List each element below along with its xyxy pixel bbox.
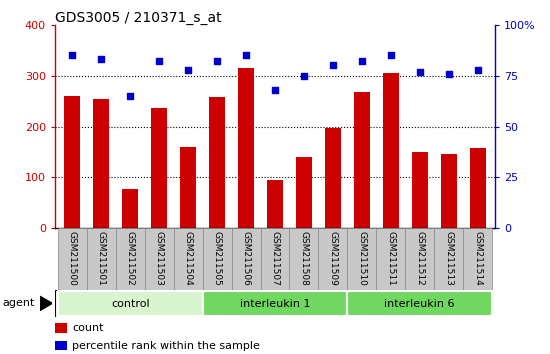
Bar — [296, 157, 312, 228]
Point — [126, 93, 135, 99]
Bar — [116, 228, 145, 290]
Point — [213, 58, 222, 64]
Bar — [64, 96, 80, 228]
Text: GSM211509: GSM211509 — [328, 232, 337, 286]
Text: GSM211501: GSM211501 — [97, 232, 106, 286]
Text: GSM211500: GSM211500 — [68, 232, 77, 286]
Bar — [325, 128, 341, 228]
Bar — [383, 73, 399, 228]
Bar — [209, 97, 225, 228]
Bar — [122, 189, 138, 228]
Point — [184, 67, 192, 73]
Bar — [405, 228, 434, 290]
Text: GSM211513: GSM211513 — [444, 232, 453, 286]
Text: GSM211508: GSM211508 — [299, 232, 309, 286]
Text: GSM211510: GSM211510 — [358, 232, 366, 286]
Text: interleukin 6: interleukin 6 — [384, 298, 455, 309]
Bar — [441, 154, 456, 228]
Bar — [318, 228, 348, 290]
Bar — [55, 323, 67, 333]
Bar — [267, 180, 283, 228]
Text: control: control — [111, 298, 150, 309]
Bar — [238, 68, 254, 228]
Text: GSM211512: GSM211512 — [415, 232, 424, 286]
Bar — [145, 228, 174, 290]
Text: GSM211511: GSM211511 — [386, 232, 395, 286]
Point — [444, 71, 453, 76]
Point — [241, 52, 250, 58]
Point — [97, 57, 106, 62]
Point — [300, 73, 309, 79]
Point — [271, 87, 279, 93]
Bar — [180, 147, 196, 228]
Bar — [151, 108, 167, 228]
Text: GSM211507: GSM211507 — [271, 232, 279, 286]
Text: GDS3005 / 210371_s_at: GDS3005 / 210371_s_at — [55, 11, 222, 25]
Text: interleukin 1: interleukin 1 — [240, 298, 310, 309]
Text: GSM211505: GSM211505 — [213, 232, 222, 286]
Bar — [434, 228, 463, 290]
Bar — [470, 148, 486, 228]
Bar — [348, 228, 376, 290]
Text: GSM211506: GSM211506 — [241, 232, 251, 286]
Bar — [348, 291, 492, 316]
Bar — [376, 228, 405, 290]
Point — [387, 52, 395, 58]
Bar — [58, 228, 87, 290]
Bar — [289, 228, 318, 290]
Text: GSM211502: GSM211502 — [126, 232, 135, 286]
Point — [328, 63, 337, 68]
Bar — [55, 341, 67, 350]
Text: GSM211503: GSM211503 — [155, 232, 164, 286]
Bar — [463, 228, 492, 290]
Text: agent: agent — [3, 298, 35, 308]
Bar — [94, 99, 109, 228]
Polygon shape — [40, 296, 52, 310]
Bar — [261, 228, 289, 290]
Bar — [412, 152, 428, 228]
Point — [358, 58, 366, 64]
Point — [473, 67, 482, 73]
Text: count: count — [72, 323, 104, 333]
Bar — [232, 228, 261, 290]
Bar — [202, 228, 232, 290]
Bar — [58, 291, 202, 316]
Bar — [354, 92, 370, 228]
Point — [155, 58, 163, 64]
Text: percentile rank within the sample: percentile rank within the sample — [72, 341, 260, 350]
Text: GSM211514: GSM211514 — [473, 232, 482, 286]
Bar — [202, 291, 348, 316]
Bar — [174, 228, 202, 290]
Point — [415, 69, 424, 74]
Bar — [87, 228, 116, 290]
Point — [68, 52, 77, 58]
Text: GSM211504: GSM211504 — [184, 232, 192, 286]
